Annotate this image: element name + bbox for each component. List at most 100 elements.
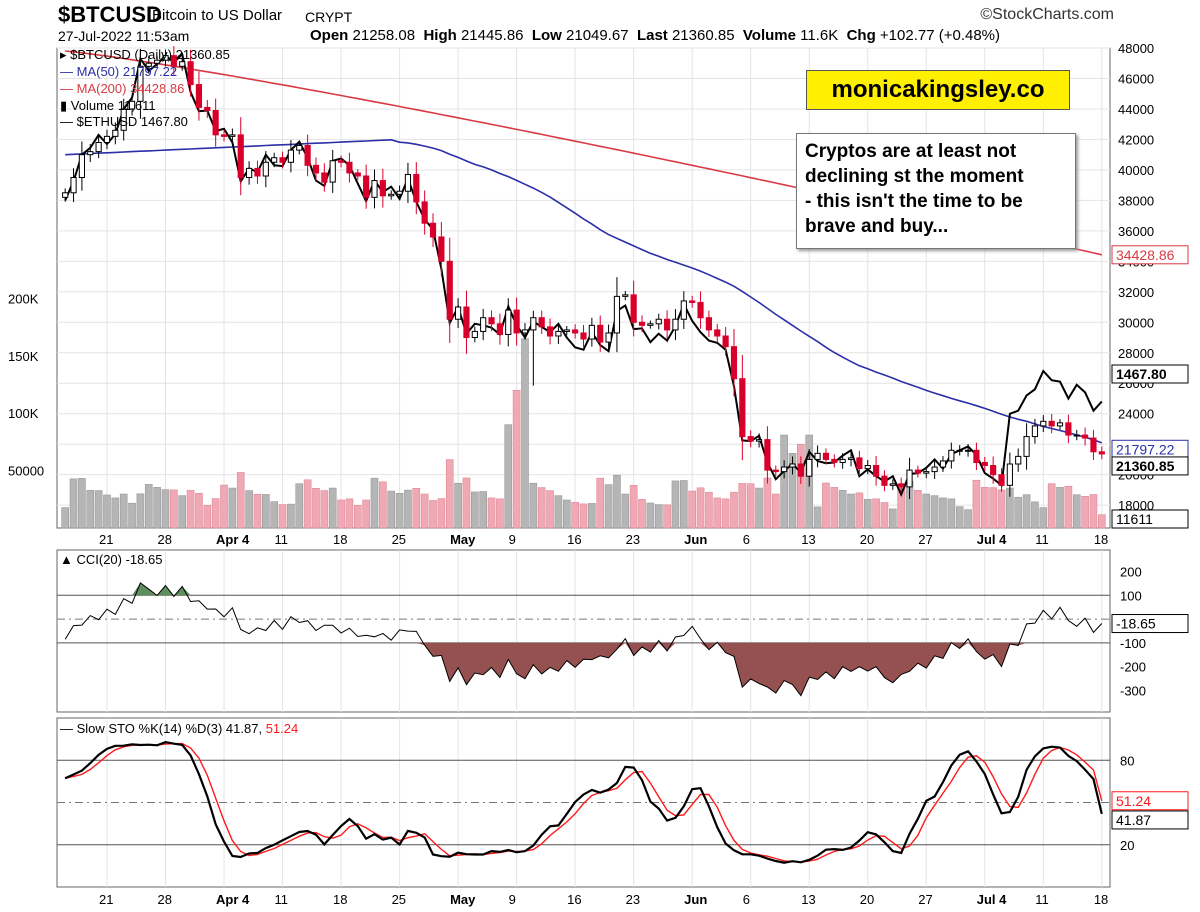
volume-bar (855, 492, 864, 529)
price-last-tag-box (1111, 456, 1189, 476)
x-tick-label: 25 (392, 892, 406, 907)
candle-body (580, 332, 587, 340)
volume-bar (997, 489, 1006, 529)
x-tick-label: 6 (743, 892, 750, 907)
candle-body (747, 436, 754, 442)
volume-bar (379, 481, 387, 529)
candle-body (797, 463, 804, 477)
volume-bar (487, 497, 496, 529)
x-tick-label: 21 (99, 892, 113, 907)
volume-bar (362, 499, 370, 529)
volume-bar (337, 499, 345, 529)
candle-body (864, 465, 871, 470)
price-tick-label: 28000 (1118, 346, 1154, 361)
candle-body (822, 452, 830, 460)
candle-body (814, 452, 821, 460)
volume-tick-label: 50000 (8, 464, 44, 479)
volume-bar (353, 504, 362, 529)
candle-body (1048, 420, 1055, 427)
candle-body (1073, 434, 1080, 437)
eth-last-tag-box (1111, 364, 1189, 384)
eth-last-tag: 1467.80 (1116, 366, 1167, 382)
volume-bar (797, 443, 805, 529)
legend-ma200: — MA(200) 34428.86 (60, 81, 185, 96)
volume-bar (629, 485, 638, 529)
brand-label: ©StockCharts.com (980, 6, 1114, 23)
volume-bar (939, 497, 947, 529)
candle-body (588, 324, 595, 340)
volume-bar (663, 504, 671, 529)
volume-bar (303, 479, 312, 529)
x-tick-label: May (450, 892, 476, 907)
candle-body (363, 175, 370, 198)
candle-body (438, 236, 445, 262)
x-tick-label: Jun (684, 532, 707, 547)
ma200-last-tag: 34428.86 (1116, 247, 1175, 263)
candle-body (889, 483, 896, 486)
x-tick-label: 25 (392, 532, 406, 547)
candle-body (964, 449, 972, 452)
volume-bar (504, 424, 513, 529)
candle-body (764, 439, 771, 471)
x-tick-label: 23 (626, 892, 640, 907)
volume-bar (730, 491, 738, 529)
volume-bar (462, 477, 471, 529)
volume-bar (638, 499, 646, 529)
cci-tick-label: -200 (1120, 660, 1146, 675)
annotation-box: Cryptos are at least not declining st th… (796, 133, 1076, 249)
volume-bar (454, 482, 462, 529)
volume-bar (989, 487, 997, 529)
x-tick-label: 13 (801, 892, 815, 907)
volume-bar (546, 490, 554, 529)
candle-body (220, 134, 228, 137)
volume-bar (445, 459, 454, 529)
x-tick-label: 27 (918, 892, 932, 907)
candle-body (1006, 463, 1013, 486)
candle-body (421, 201, 428, 224)
candle-body (664, 318, 671, 331)
volume-bar (404, 489, 412, 529)
candle-body (195, 84, 203, 108)
candle-body (70, 177, 77, 194)
volume-bar (186, 490, 195, 529)
volume-bar (153, 487, 161, 529)
candle-body (112, 129, 119, 137)
x-tick-label: 16 (567, 892, 581, 907)
candle-body (873, 465, 880, 477)
volume-bar (103, 494, 111, 529)
volume-bar (1089, 494, 1098, 529)
x-tick-label: 18 (333, 892, 347, 907)
x-tick-label: 28 (158, 532, 172, 547)
price-tick-label: 40000 (1118, 163, 1154, 178)
volume-bar (86, 490, 95, 529)
candle-body (1098, 451, 1105, 455)
x-tick-label: 6 (743, 532, 750, 547)
candle-body (530, 317, 537, 331)
volume-bar (496, 498, 504, 529)
volume-bar (312, 487, 320, 529)
candle-body (371, 180, 378, 198)
candle-body (413, 173, 420, 203)
candle-body (714, 329, 721, 337)
candle-body (806, 458, 813, 477)
volume-bar (571, 501, 579, 529)
price-tick-label: 36000 (1118, 224, 1154, 239)
candle-body (337, 160, 345, 163)
candle-body (881, 475, 888, 486)
candle-body (906, 469, 913, 488)
volume-bar (128, 502, 136, 529)
x-tick-label: Jun (684, 892, 707, 907)
volume-bar (78, 478, 86, 529)
volume-bar (713, 497, 722, 529)
candle-body (187, 61, 194, 86)
candle-body (739, 378, 746, 438)
volume-last-tag-box (1111, 509, 1189, 529)
price-last-tag: 21360.85 (1116, 458, 1175, 474)
volume-bar (512, 389, 521, 529)
x-tick-label: 18 (333, 532, 347, 547)
cci-positive-fill (65, 582, 1102, 596)
volume-bar (1081, 496, 1089, 529)
volume-bar (387, 490, 396, 529)
candle-body (271, 157, 278, 163)
x-tick-label: 11 (1035, 532, 1049, 547)
